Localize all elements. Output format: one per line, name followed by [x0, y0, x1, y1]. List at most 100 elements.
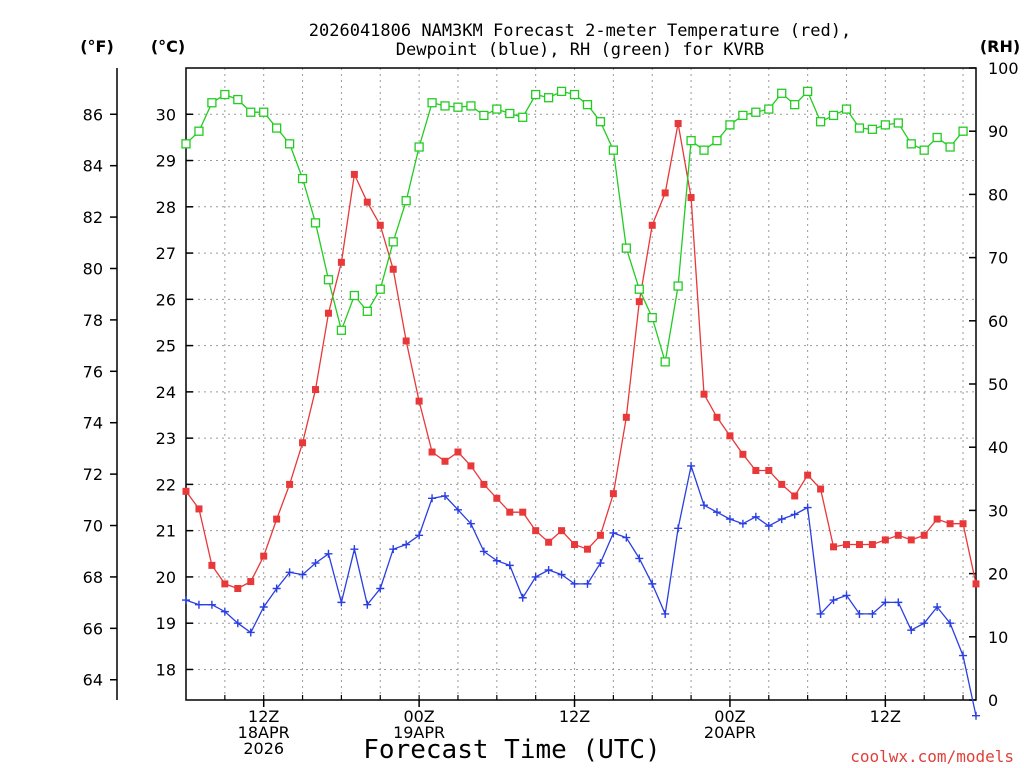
temperature-point: [324, 309, 332, 317]
temperature-point: [674, 120, 682, 128]
temperature-point: [260, 552, 268, 560]
dewpoint-point: [725, 515, 734, 524]
dewpoint-point: [687, 461, 696, 470]
fahrenheit-tick-label: 66: [83, 619, 103, 638]
dewpoint-point: [881, 598, 890, 607]
rh-point: [634, 284, 644, 294]
rh-point: [906, 139, 916, 149]
rh-point: [453, 102, 463, 112]
temperature-point: [532, 527, 540, 535]
temperature-point: [441, 457, 449, 465]
fahrenheit-tick-label: 76: [83, 362, 103, 381]
dewpoint-point: [453, 505, 462, 514]
rh-point: [375, 284, 385, 294]
temperature-point: [545, 538, 553, 546]
dewpoint-point: [622, 533, 631, 542]
dewpoint-point: [298, 570, 307, 579]
plot-frame: [185, 67, 977, 701]
dewpoint-point: [337, 598, 346, 607]
x-tick-label: 19APR: [393, 723, 445, 742]
temperature-point: [247, 578, 255, 586]
rh-point: [673, 281, 683, 291]
rh-point: [349, 290, 360, 301]
rh-point: [777, 88, 787, 98]
temperature-point: [959, 520, 967, 528]
rh-point: [259, 107, 269, 117]
celsius-tick-label: 18: [156, 660, 176, 679]
dewpoint-point: [311, 559, 320, 568]
credit-text: coolwx.com/models: [850, 747, 1014, 766]
rh-tick-label: 0: [988, 691, 998, 710]
celsius-tick-label: 24: [156, 383, 176, 402]
dewpoint-point: [803, 503, 812, 512]
rh-point: [919, 145, 929, 155]
temperature-point: [337, 258, 345, 266]
temperature-point: [635, 298, 643, 306]
rh-point: [310, 218, 321, 228]
fahrenheit-unit-label: (°F): [80, 37, 114, 56]
dewpoint-point: [207, 600, 216, 609]
temperature-point: [700, 390, 708, 398]
rh-point: [246, 107, 256, 117]
dewpoint-point: [868, 609, 877, 618]
temperature-point: [804, 471, 812, 479]
rh-tick-label: 90: [988, 122, 1008, 141]
dewpoint-point: [220, 607, 229, 616]
celsius-tick-label: 29: [156, 152, 176, 171]
temperature-point: [661, 189, 669, 197]
rh-point: [181, 139, 191, 149]
temperature-point: [493, 494, 501, 502]
temperature-point: [350, 170, 358, 178]
temperature-point: [182, 487, 190, 495]
rh-point: [686, 136, 696, 146]
dewpoint-point: [466, 519, 475, 528]
rh-point: [699, 145, 709, 155]
fahrenheit-tick-label: 70: [83, 517, 103, 536]
rh-point: [466, 101, 476, 111]
dewpoint-point: [570, 579, 579, 588]
dewpoint-point: [894, 598, 903, 607]
dewpoint-point: [505, 561, 514, 570]
rh-point: [764, 104, 774, 114]
temperature-point: [752, 467, 760, 475]
temperature-point: [830, 543, 838, 551]
dewpoint-point: [479, 547, 488, 556]
rh-point: [323, 275, 334, 285]
dewpoint-point: [557, 570, 566, 579]
dewpoint-point: [194, 600, 203, 609]
rh-point: [518, 112, 528, 122]
temperature-point: [648, 221, 656, 229]
rh-point: [893, 118, 903, 128]
temperature-point: [221, 580, 229, 588]
dewpoint-point: [907, 626, 916, 635]
temperature-point: [428, 448, 436, 456]
temperature-point: [687, 194, 695, 202]
rh-point: [867, 124, 878, 134]
rh-point: [440, 101, 450, 111]
temperature-point: [273, 515, 281, 523]
temperature-point: [480, 480, 488, 488]
temperature-point: [609, 490, 617, 498]
temperature-point: [881, 536, 889, 544]
celsius-tick-label: 19: [156, 614, 176, 633]
temperature-point: [855, 541, 863, 549]
rh-point: [595, 117, 606, 127]
temperature-point: [765, 467, 773, 475]
temperature-series: [182, 120, 980, 592]
temperature-point: [195, 505, 203, 513]
rh-point: [233, 94, 243, 105]
temperature-point: [817, 485, 825, 493]
rh-point: [531, 89, 541, 100]
dewpoint-point: [285, 568, 294, 577]
dewpoint-point: [700, 501, 709, 510]
celsius-tick-label: 20: [156, 568, 176, 587]
dewpoint-point: [428, 494, 437, 503]
x-axis-title: Forecast Time (UTC): [363, 735, 660, 765]
dewpoint-point: [272, 584, 281, 593]
rh-point: [284, 139, 295, 149]
rh-tick-label: 80: [988, 185, 1008, 204]
celsius-tick-label: 28: [156, 198, 176, 217]
rh-point: [725, 120, 735, 130]
rh-series: [181, 86, 968, 367]
dewpoint-point: [441, 491, 450, 500]
